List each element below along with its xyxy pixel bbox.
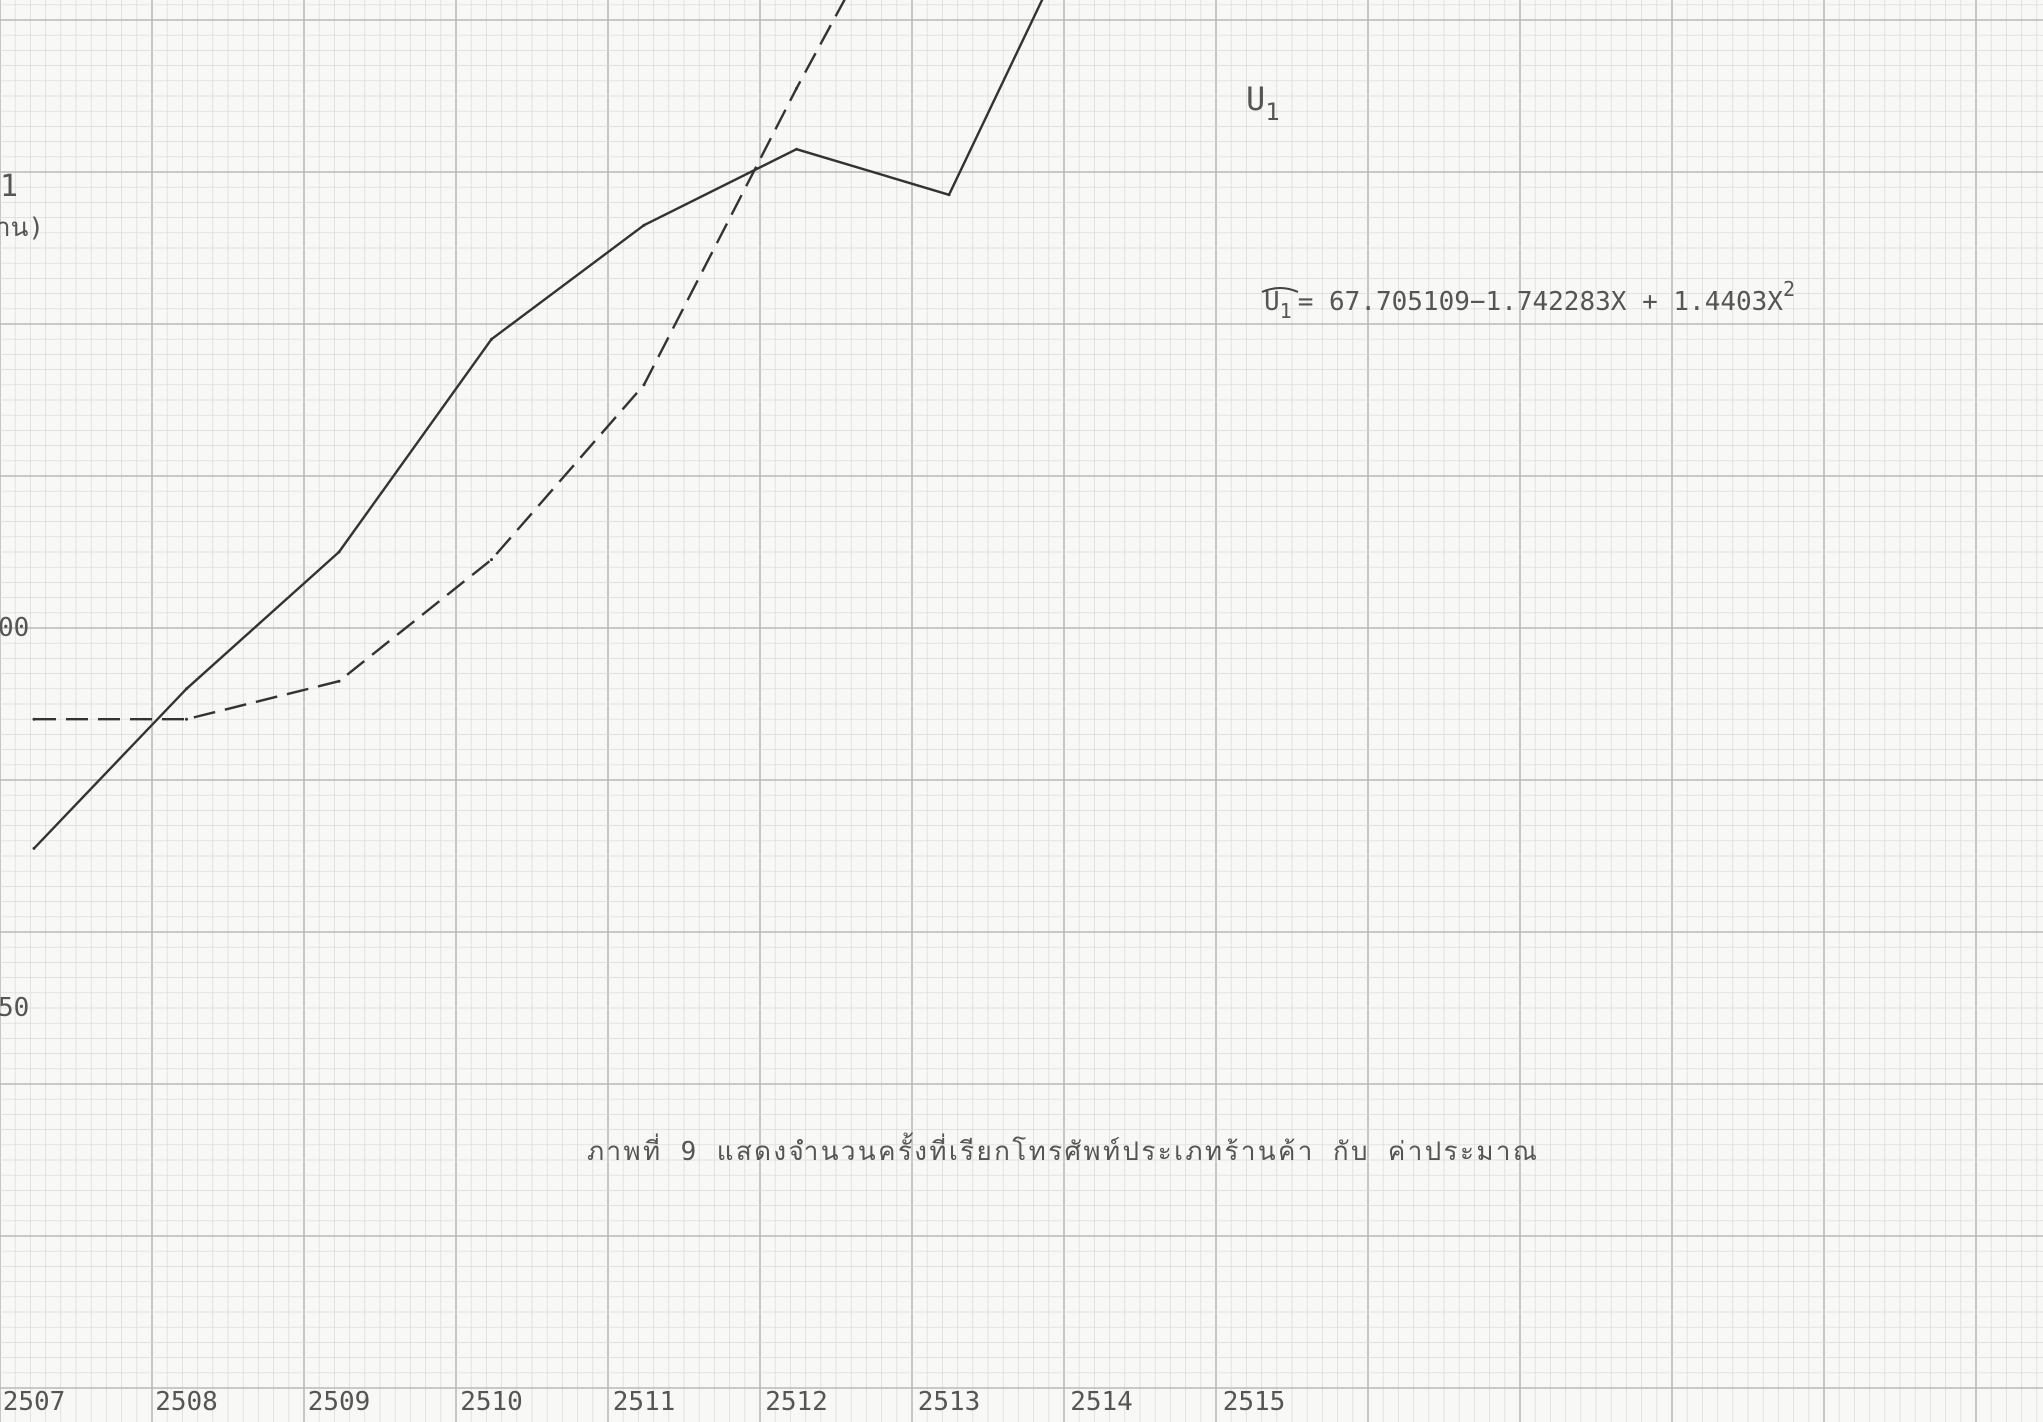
- x-tick-label: 2508: [155, 1387, 218, 1417]
- y-tick-label: 50: [0, 993, 29, 1023]
- series-lines: [32, 0, 1044, 850]
- data-point: [795, 147, 798, 151]
- chart-title: ภาพที่ 9 แสดงจำนวนครั้งที่เรียกโทรศัพท์ป…: [587, 1132, 1537, 1167]
- data-point: [795, 86, 798, 90]
- y-tick-labels: 00050: [0, 613, 29, 1023]
- equation-hat-icon: [1261, 287, 1299, 293]
- data-point: [337, 679, 341, 683]
- x-tick-label: 2509: [308, 1387, 371, 1417]
- x-tick-label: 2515: [1223, 1387, 1286, 1417]
- data-point: [642, 223, 646, 227]
- equation-rhs: = 67.705109−1.742283X + 1.4403X: [1298, 287, 1784, 317]
- x-tick-label: 2510: [460, 1387, 523, 1417]
- y-axis-label-line-1: 1: [0, 169, 18, 204]
- data-point: [490, 558, 493, 562]
- x-tick-label: 2514: [1070, 1387, 1133, 1417]
- series-label-u1: U1: [1246, 80, 1280, 126]
- data-point: [185, 687, 188, 691]
- equation-label: U1 = 67.705109−1.742283X + 1.4403X2: [1261, 277, 1795, 323]
- y-axis-label-line-2: าน): [0, 213, 44, 243]
- x-tick-label: 2511: [613, 1387, 676, 1417]
- x-tick-labels: 2507 2508 2509 2510 2511 2512 2513 2514 2515: [3, 1387, 1286, 1417]
- series-label-u1-main: U: [1246, 80, 1265, 118]
- series-line-u1-observed: [33, 0, 1044, 850]
- x-tick-label: 2512: [765, 1387, 828, 1417]
- data-point: [337, 550, 341, 554]
- equation-lhs: U: [1264, 287, 1280, 317]
- data-point: [185, 717, 188, 721]
- series-line-u1-fitted: [34, 0, 846, 721]
- data-point: [32, 717, 36, 721]
- data-point: [642, 383, 646, 387]
- equation-lhs-sub: 1: [1280, 299, 1292, 323]
- series-label-u1-sub: 1: [1265, 98, 1279, 126]
- x-tick-label: 2513: [918, 1387, 981, 1417]
- equation-exponent: 2: [1783, 277, 1795, 301]
- data-point: [490, 337, 493, 341]
- y-tick-label: 00: [0, 613, 29, 643]
- equation-text: U1 = 67.705109−1.742283X + 1.4403X2: [1264, 277, 1795, 323]
- data-point: [947, 193, 951, 197]
- x-tick-label: 2507: [3, 1387, 66, 1417]
- data-point: [32, 846, 36, 850]
